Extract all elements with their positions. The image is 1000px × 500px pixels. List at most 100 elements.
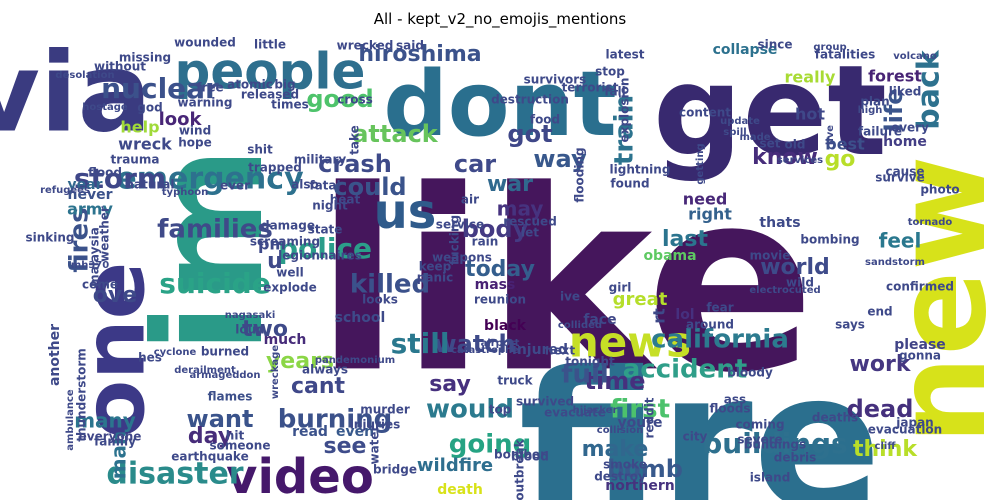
word-ove: ove (93, 283, 137, 308)
word-news: news (569, 318, 691, 367)
word-someone: someone (210, 439, 271, 453)
word-let: let (521, 226, 539, 240)
word-reunion: reunion (474, 293, 526, 307)
word-everyone: everyone (79, 430, 142, 444)
word-girl: girl (609, 281, 632, 295)
word-smoke: smoke (603, 458, 647, 472)
word-water: water (368, 425, 382, 464)
word-hit: hit (226, 429, 245, 443)
word-black: black (484, 318, 527, 334)
word-via: via (0, 28, 152, 156)
word-electrocuted: electrocuted (749, 285, 820, 296)
word-nuclear: nuclear (101, 72, 219, 105)
word-screaming: screaming (250, 235, 320, 249)
word-since: since (757, 38, 792, 52)
word-california: california (651, 325, 789, 355)
word-take: take (348, 125, 362, 155)
word-family: family (94, 435, 136, 449)
word-hot: hot (795, 105, 825, 124)
word-cyclone: cyclone (154, 347, 197, 358)
word-going: going (449, 430, 532, 460)
word-earthquake: earthquake (171, 450, 248, 464)
word-many: many (74, 409, 136, 433)
word-best: best (825, 135, 865, 154)
word-shit: shit (247, 143, 273, 157)
word-death: death (437, 482, 483, 498)
word-always: always (302, 363, 348, 377)
word-time: time (585, 367, 646, 395)
word-rt: rt (650, 308, 669, 324)
word-mass: mass (475, 277, 516, 293)
word-hes: hes (138, 351, 162, 365)
word-state: state (308, 223, 343, 237)
word-work: work (850, 352, 912, 377)
word-two: two (242, 317, 288, 342)
word-storm: storm (74, 162, 166, 195)
word-japan: japan (895, 416, 933, 430)
word-look: look (159, 109, 203, 130)
word-times: times (271, 98, 309, 112)
word-survive: survive (875, 171, 925, 185)
word-way: way (533, 145, 587, 173)
word-services: services (777, 155, 823, 166)
word-good: good (306, 85, 373, 113)
word-photo: photo (920, 183, 959, 197)
word-bomber: bomber (494, 448, 546, 462)
word-thats: thats (759, 215, 800, 231)
word-damage: damage (261, 219, 315, 233)
word-pm: pm (258, 235, 286, 254)
word-without: without (94, 60, 146, 74)
word-get: get (653, 39, 887, 184)
word-fires: fires (65, 207, 95, 272)
word-trapped: trapped (248, 161, 302, 175)
word-natural: natural (125, 178, 174, 192)
word-feel: feel (879, 229, 922, 253)
word-every: every (891, 121, 929, 135)
word-found: found (610, 177, 649, 191)
word-injuries: injuries (350, 418, 401, 432)
word-desolation: desolation (55, 70, 114, 81)
word-pandemonium: pandemonium (315, 355, 395, 366)
word-failure: failure (858, 125, 902, 139)
word-latest: latest (606, 48, 645, 62)
word-attack: attack (352, 120, 439, 148)
word-wounded: wounded (174, 36, 236, 50)
word-fear: fear (706, 301, 733, 315)
word-wildfire: wildfire (417, 455, 493, 476)
word-bombing: bombing (800, 233, 859, 247)
word-come: come (82, 278, 118, 292)
word-murder: murder (360, 403, 410, 417)
word-right: right (688, 205, 732, 224)
word-made: made (739, 132, 770, 143)
word-weather: weather (98, 206, 112, 262)
word-fall: fall (604, 85, 626, 99)
word-ambulance: ambulance (65, 389, 76, 451)
word-high: high (858, 105, 883, 116)
word-dead: dead (847, 395, 914, 423)
word-would: would (426, 395, 514, 425)
word-people: people (175, 43, 366, 101)
word-buildings: buildings (702, 427, 847, 460)
word-big: big (274, 78, 295, 92)
word-full: full (561, 360, 609, 390)
word-school: school (335, 310, 386, 326)
word-live: live (825, 125, 836, 145)
word-weapons: weapons (432, 251, 492, 265)
word-collided: collided (558, 320, 602, 331)
word-wind: wind (179, 124, 211, 138)
word-movie: movie (750, 249, 791, 263)
word-one: one (65, 262, 164, 439)
word-obama: obama (643, 248, 696, 264)
word-air: air (461, 193, 479, 207)
word-killed: killed (350, 270, 430, 300)
word-still: still (391, 327, 450, 360)
word-well: well (276, 266, 303, 280)
word-sandstorm: sandstorm (865, 257, 925, 268)
word-panic: panic (417, 271, 453, 285)
word-trauma: trauma (111, 153, 160, 167)
word-us: us (374, 184, 437, 240)
word-bridge: bridge (373, 463, 417, 477)
word-plan: plan (860, 95, 889, 109)
word-malaysia: malaysia (88, 227, 102, 287)
